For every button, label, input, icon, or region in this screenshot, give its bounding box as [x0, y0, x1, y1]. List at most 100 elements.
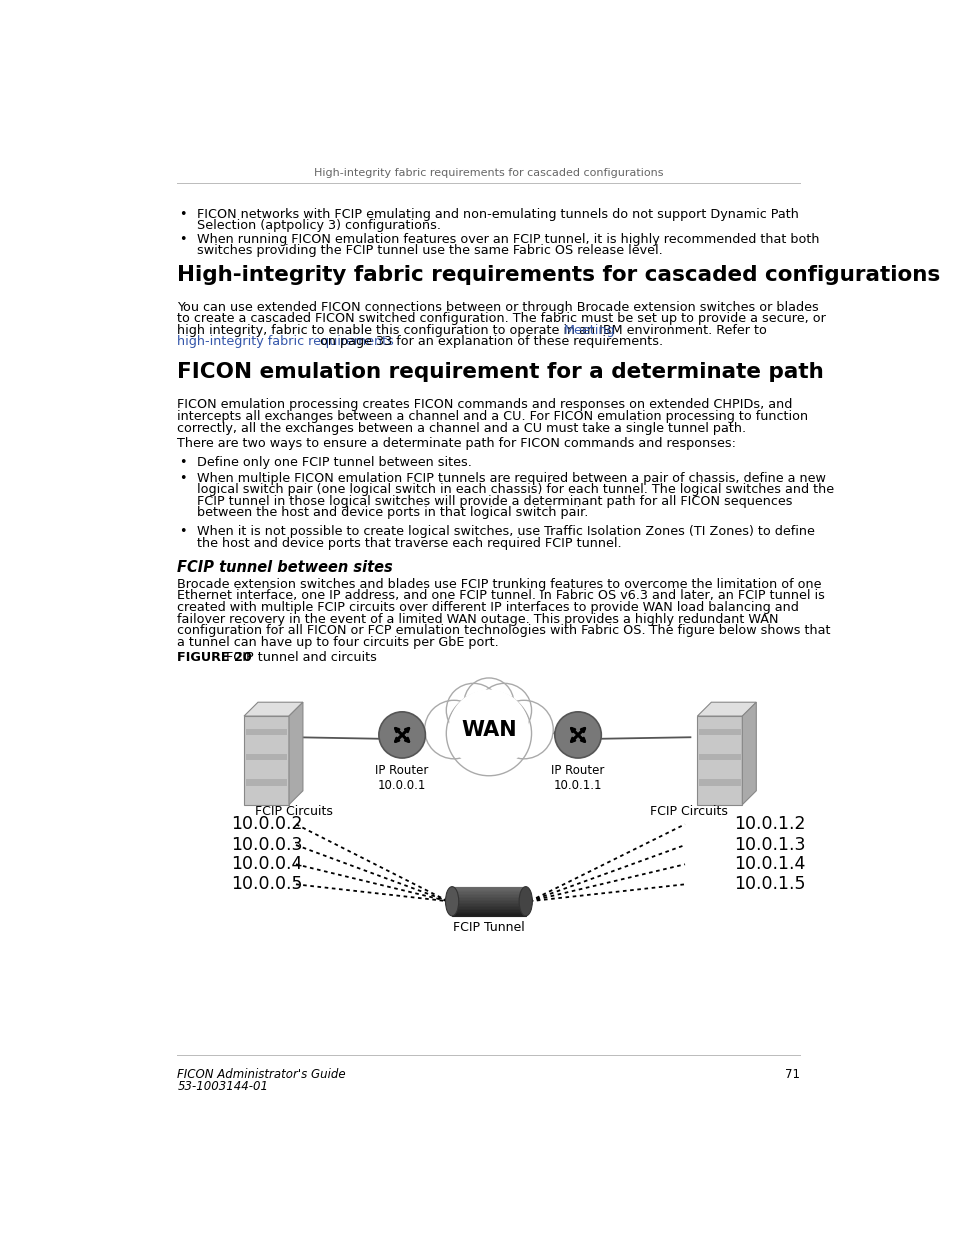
Polygon shape — [245, 755, 287, 761]
Circle shape — [446, 692, 531, 776]
Text: on page 33 for an explanation of these requirements.: on page 33 for an explanation of these r… — [315, 336, 662, 348]
Polygon shape — [289, 703, 303, 805]
Text: IP Router
10.0.1.1: IP Router 10.0.1.1 — [551, 764, 604, 792]
Text: •: • — [179, 472, 187, 484]
Text: logical switch pair (one logical switch in each chassis) for each tunnel. The lo: logical switch pair (one logical switch … — [196, 483, 833, 496]
Text: 10.0.1.4: 10.0.1.4 — [733, 856, 804, 873]
Text: to create a cascaded FICON switched configuration. The fabric must be set up to : to create a cascaded FICON switched conf… — [177, 312, 825, 325]
Text: High-integrity fabric requirements for cascaded configurations: High-integrity fabric requirements for c… — [314, 168, 663, 178]
Text: 10.0.0.4: 10.0.0.4 — [232, 856, 303, 873]
Text: FCIP tunnel in those logical switches will provide a determinant path for all FI: FCIP tunnel in those logical switches wi… — [196, 495, 791, 508]
Bar — [452, 908, 525, 909]
Text: 10.0.1.2: 10.0.1.2 — [733, 815, 804, 834]
Bar — [452, 890, 525, 893]
Text: You can use extended FICON connections between or through Brocade extension swit: You can use extended FICON connections b… — [177, 300, 819, 314]
Polygon shape — [245, 729, 287, 735]
Text: High-integrity fabric requirements for cascaded configurations: High-integrity fabric requirements for c… — [177, 266, 940, 285]
Text: correctly, all the exchanges between a channel and a CU must take a single tunne: correctly, all the exchanges between a c… — [177, 421, 745, 435]
Text: intercepts all exchanges between a channel and a CU. For FICON emulation process: intercepts all exchanges between a chann… — [177, 410, 807, 424]
Text: Define only one FCIP tunnel between sites.: Define only one FCIP tunnel between site… — [196, 456, 471, 469]
Bar — [452, 894, 525, 895]
Bar — [452, 897, 525, 898]
Text: When it is not possible to create logical switches, use Traffic Isolation Zones : When it is not possible to create logica… — [196, 526, 814, 538]
Text: FICON emulation processing creates FICON commands and responses on extended CHPI: FICON emulation processing creates FICON… — [177, 399, 792, 411]
Text: Brocade extension switches and blades use FCIP trunking features to overcome the: Brocade extension switches and blades us… — [177, 578, 821, 590]
Text: 71: 71 — [784, 1068, 800, 1082]
Text: high integrity, fabric to enable this configuration to operate in an IBM environ: high integrity, fabric to enable this co… — [177, 324, 770, 337]
Text: failover recovery in the event of a limited WAN outage. This provides a highly r: failover recovery in the event of a limi… — [177, 613, 778, 625]
Circle shape — [555, 711, 600, 758]
Bar — [452, 888, 525, 889]
Text: high-integrity fabric requirements: high-integrity fabric requirements — [177, 336, 394, 348]
Polygon shape — [699, 741, 740, 747]
Bar — [452, 905, 525, 908]
Text: between the host and device ports in that logical switch pair.: between the host and device ports in tha… — [196, 506, 587, 519]
Text: •: • — [179, 456, 187, 469]
Text: 10.0.0.5: 10.0.0.5 — [232, 876, 303, 893]
Text: Selection (aptpolicy 3) configurations.: Selection (aptpolicy 3) configurations. — [196, 220, 440, 232]
Circle shape — [424, 700, 483, 758]
Bar — [452, 904, 525, 905]
Text: IP Router
10.0.0.1: IP Router 10.0.0.1 — [375, 764, 428, 792]
Polygon shape — [699, 729, 740, 735]
Bar — [452, 903, 525, 904]
Ellipse shape — [518, 887, 532, 916]
Polygon shape — [697, 703, 756, 716]
Circle shape — [446, 683, 500, 737]
Polygon shape — [244, 716, 289, 805]
Text: •: • — [179, 209, 187, 221]
Bar — [452, 898, 525, 900]
Polygon shape — [699, 767, 740, 773]
Polygon shape — [699, 755, 740, 761]
Bar — [452, 909, 525, 910]
Text: FCIP tunnel and circuits: FCIP tunnel and circuits — [222, 651, 376, 664]
Bar — [452, 893, 525, 894]
Text: 10.0.1.3: 10.0.1.3 — [733, 836, 804, 855]
Text: When running FICON emulation features over an FCIP tunnel, it is highly recommen: When running FICON emulation features ov… — [196, 233, 819, 246]
Text: created with multiple FCIP circuits over different IP interfaces to provide WAN : created with multiple FCIP circuits over… — [177, 601, 799, 614]
Circle shape — [476, 683, 531, 737]
Text: the host and device ports that traverse each required FCIP tunnel.: the host and device ports that traverse … — [196, 537, 620, 550]
Text: •: • — [179, 526, 187, 538]
Text: When multiple FICON emulation FCIP tunnels are required between a pair of chassi: When multiple FICON emulation FCIP tunne… — [196, 472, 824, 484]
Text: FCIP Circuits: FCIP Circuits — [649, 805, 727, 818]
Text: 10.0.0.3: 10.0.0.3 — [232, 836, 303, 855]
Text: FIGURE 20: FIGURE 20 — [177, 651, 252, 664]
Text: FICON emulation requirement for a determinate path: FICON emulation requirement for a determ… — [177, 362, 823, 383]
Polygon shape — [244, 703, 303, 716]
Polygon shape — [245, 792, 287, 798]
Bar — [452, 887, 525, 888]
Text: FCIP Circuits: FCIP Circuits — [254, 805, 333, 818]
Text: 10.0.0.2: 10.0.0.2 — [232, 815, 303, 834]
Bar — [452, 914, 525, 916]
Polygon shape — [697, 716, 741, 805]
Polygon shape — [741, 703, 756, 805]
Text: There are two ways to ensure a determinate path for FICON commands and responses: There are two ways to ensure a determina… — [177, 437, 736, 450]
Bar — [452, 900, 525, 902]
Text: FICON Administrator's Guide: FICON Administrator's Guide — [177, 1068, 346, 1082]
Text: switches providing the FCIP tunnel use the same Fabric OS release level.: switches providing the FCIP tunnel use t… — [196, 245, 661, 257]
Polygon shape — [245, 767, 287, 773]
Bar — [452, 902, 525, 903]
Circle shape — [448, 689, 529, 769]
Text: 53-1003144-01: 53-1003144-01 — [177, 1079, 268, 1093]
Text: configuration for all FICON or FCP emulation technologies with Fabric OS. The fi: configuration for all FICON or FCP emula… — [177, 624, 830, 637]
Text: a tunnel can have up to four circuits per GbE port.: a tunnel can have up to four circuits pe… — [177, 636, 498, 648]
Text: Meeting: Meeting — [563, 324, 615, 337]
Polygon shape — [699, 792, 740, 798]
Polygon shape — [452, 887, 525, 916]
Bar — [452, 913, 525, 914]
Polygon shape — [699, 779, 740, 785]
Circle shape — [494, 700, 553, 758]
Bar — [452, 895, 525, 897]
Bar — [452, 889, 525, 890]
Bar — [452, 910, 525, 911]
Bar — [452, 911, 525, 913]
Text: •: • — [179, 233, 187, 246]
Text: Ethernet interface, one IP address, and one FCIP tunnel. In Fabric OS v6.3 and l: Ethernet interface, one IP address, and … — [177, 589, 824, 603]
Circle shape — [464, 678, 513, 727]
Circle shape — [378, 711, 425, 758]
Text: FICON networks with FCIP emulating and non-emulating tunnels do not support Dyna: FICON networks with FCIP emulating and n… — [196, 209, 798, 221]
Polygon shape — [245, 741, 287, 747]
Text: 10.0.1.5: 10.0.1.5 — [733, 876, 804, 893]
